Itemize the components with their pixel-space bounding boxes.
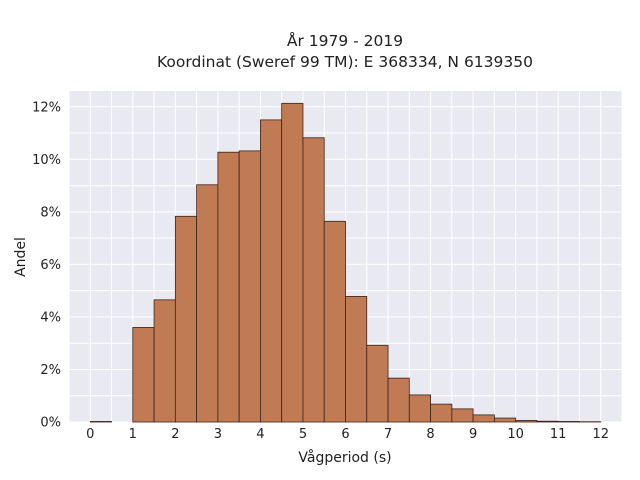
x-tick-label: 0 [86,427,94,442]
histogram-bar [536,420,559,423]
histogram-bar [472,414,495,423]
y-tick-label: 6% [40,258,61,273]
histogram-bar [493,417,517,423]
y-tick-label: 12% [32,100,61,115]
x-tick-label: 12 [592,427,609,442]
y-tick-label: 0% [40,416,61,431]
x-tick-label: 2 [171,427,179,442]
x-tick-label: 3 [214,427,222,442]
histogram-bar [153,299,176,423]
histogram-bar [345,296,368,423]
histogram-bar [451,408,474,423]
histogram-bars [89,102,602,423]
x-tick-label: 11 [550,427,567,442]
x-tick-label: 7 [384,427,392,442]
x-tick-label: 9 [469,427,477,442]
histogram-bar [132,327,155,423]
chart-title-line-2: Koordinat (Sweref 99 TM): E 368334, N 61… [157,53,533,71]
x-tick-label: 5 [299,427,307,442]
histogram-bar [387,377,410,423]
histogram-bar [217,151,240,423]
histogram-bar [430,403,453,423]
histogram-bar [302,137,325,423]
histogram-bar [174,215,198,423]
x-tick-label: 6 [341,427,349,442]
x-tick-label: 10 [507,427,524,442]
chart-title-line-1: År 1979 - 2019 [287,31,403,50]
y-axis-label: Andel [13,237,29,277]
x-axis-label: Vågperiod (s) [298,449,391,466]
x-tick-label: 8 [426,427,434,442]
histogram-bar [196,184,219,423]
y-tick-label: 4% [40,310,61,325]
y-tick-label: 8% [40,205,61,220]
histogram-bar [260,119,283,423]
x-axis-ticks: 0 1 2 3 4 5 6 7 8 9 10 11 12 [86,427,609,442]
histogram-bar [238,150,261,423]
histogram-bar [515,420,538,423]
histogram-bar [557,421,580,423]
histogram-bar [408,394,431,423]
histogram-bar [89,421,112,423]
x-tick-label: 4 [256,427,264,442]
histogram-bar [323,220,346,423]
histogram-bar [281,102,304,423]
x-tick-label: 1 [129,427,137,442]
y-axis-ticks: 0% 2% 4% 6% 8% 10% 12% [32,100,61,430]
histogram-bar [366,344,389,423]
y-tick-label: 10% [32,153,61,168]
y-tick-label: 2% [40,363,61,378]
